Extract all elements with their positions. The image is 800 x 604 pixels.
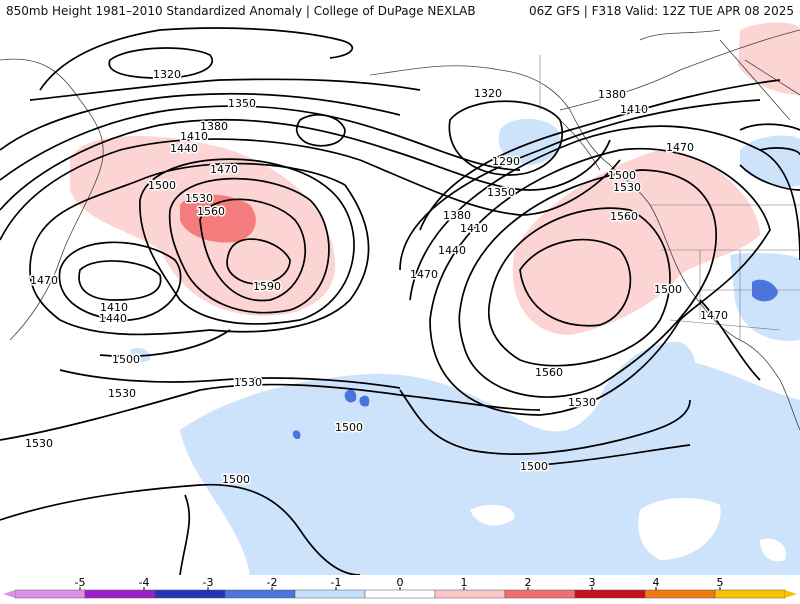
- colorbar-swatch: [714, 589, 786, 599]
- contour-label: 1470: [210, 163, 238, 176]
- contour-label: 1500: [608, 169, 636, 182]
- contour-label: 1470: [30, 274, 58, 287]
- map-title: 850mb Height 1981–2010 Standardized Anom…: [6, 4, 476, 18]
- contour-label: 1530: [234, 376, 262, 389]
- colorbar-swatch: [14, 589, 86, 599]
- colorbar-tick-label: -3: [203, 576, 214, 589]
- colorbar-swatch: [294, 589, 366, 599]
- contour-label: 1530: [613, 181, 641, 194]
- contour-label: 1500: [148, 179, 176, 192]
- contour-label: 1380: [200, 120, 228, 133]
- contour-label: 1440: [438, 244, 466, 257]
- colorbar-swatch: [574, 589, 646, 599]
- contour-label: 1410: [100, 301, 128, 314]
- colorbar: -5 -4 -3 -2 -1 0 1 2 3 4 5: [0, 575, 800, 600]
- colorbar-tick-label: 5: [717, 576, 724, 589]
- contour-label: 1350: [228, 97, 256, 110]
- contour-label: 1410: [620, 103, 648, 116]
- colorbar-tick-label: -5: [75, 576, 86, 589]
- contour-label: 1320: [474, 87, 502, 100]
- contour-label: 1380: [443, 209, 471, 222]
- contour-label: 1470: [700, 309, 728, 322]
- contour-label: 1560: [535, 366, 563, 379]
- colorbar-tick-label: -4: [139, 576, 150, 589]
- coastlines: [0, 29, 800, 431]
- colorbar-tick-label: -1: [331, 576, 342, 589]
- contour-label: 1530: [185, 192, 213, 205]
- contour-label: 1290: [492, 155, 520, 168]
- contour-label: 1530: [108, 387, 136, 400]
- colorbar-swatch: [364, 589, 436, 599]
- contour-label: 1530: [568, 396, 596, 409]
- colorbar-tick-label: -2: [267, 576, 278, 589]
- land-gaps: [470, 498, 786, 562]
- contour-label: 1440: [99, 312, 127, 325]
- contour-label: 1560: [197, 205, 225, 218]
- contour-label: 1500: [520, 460, 548, 473]
- contour-label: 1500: [654, 283, 682, 296]
- colorbar-swatch: [154, 589, 226, 599]
- contour-label: 1410: [180, 130, 208, 143]
- contour-label: 1410: [460, 222, 488, 235]
- colorbar-tick-label: 4: [653, 576, 660, 589]
- contour-label: 1440: [170, 142, 198, 155]
- contour-label: 1380: [598, 88, 626, 101]
- colorbar-swatch: [434, 589, 506, 599]
- contour-label: 1320: [153, 68, 181, 81]
- contour-label: 1470: [410, 268, 438, 281]
- colorbar-tick-label: 1: [461, 576, 468, 589]
- colorbar-swatch: [644, 589, 716, 599]
- contour-label: 1500: [335, 421, 363, 434]
- contour-label: 1350: [487, 186, 515, 199]
- contour-labels: 1320 1320 1350 1380 1380 1410 1410 1410 …: [24, 67, 730, 488]
- contour-label: 1590: [253, 280, 281, 293]
- colorbar-left-arrow: [3, 590, 15, 598]
- colorbar-tick-label: 3: [589, 576, 596, 589]
- colorbar-swatch: [504, 589, 576, 599]
- contour-label: 1470: [666, 141, 694, 154]
- contour-label: 1530: [25, 437, 53, 450]
- height-contours: [0, 27, 800, 576]
- colorbar-swatch: [224, 589, 296, 599]
- colorbar-swatch: [84, 589, 156, 599]
- contour-label: 1500: [222, 473, 250, 486]
- colorbar-right-arrow: [785, 590, 797, 598]
- borders: [539, 55, 800, 340]
- contour-label: 1500: [112, 353, 140, 366]
- colorbar-tick-label: 2: [525, 576, 532, 589]
- colorbar-tick-label: 0: [397, 576, 404, 589]
- contour-label: 1560: [610, 210, 638, 223]
- model-run-info: 06Z GFS | F318 Valid: 12Z TUE APR 08 202…: [528, 4, 794, 18]
